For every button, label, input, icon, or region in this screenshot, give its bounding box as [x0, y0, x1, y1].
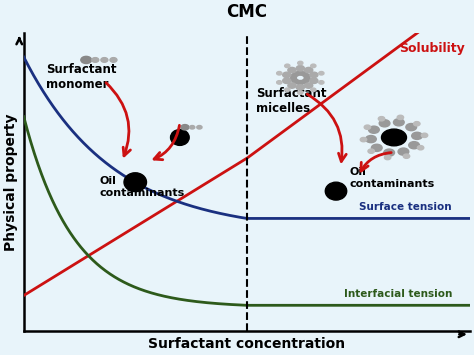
Circle shape — [277, 71, 282, 75]
Circle shape — [293, 80, 299, 84]
Circle shape — [285, 64, 290, 67]
Circle shape — [397, 115, 403, 120]
Circle shape — [311, 64, 316, 67]
Circle shape — [277, 81, 282, 84]
Circle shape — [310, 78, 318, 83]
Circle shape — [364, 125, 371, 129]
Circle shape — [92, 58, 99, 62]
Circle shape — [372, 144, 382, 152]
Circle shape — [311, 88, 316, 92]
Circle shape — [288, 67, 296, 73]
Circle shape — [360, 137, 367, 142]
Text: Surfactant
micelles: Surfactant micelles — [255, 87, 326, 115]
Circle shape — [297, 81, 303, 85]
Circle shape — [283, 78, 291, 83]
Circle shape — [368, 149, 374, 153]
Text: Interfacial tension: Interfacial tension — [344, 289, 452, 299]
Circle shape — [81, 56, 91, 64]
Text: Solubility: Solubility — [400, 42, 465, 55]
Ellipse shape — [124, 173, 146, 192]
Circle shape — [301, 72, 308, 76]
Circle shape — [369, 126, 379, 133]
Circle shape — [421, 133, 428, 137]
Circle shape — [291, 77, 297, 81]
Ellipse shape — [325, 182, 346, 200]
Circle shape — [393, 119, 404, 126]
Circle shape — [297, 71, 303, 75]
Circle shape — [305, 83, 313, 88]
Circle shape — [181, 125, 189, 130]
Circle shape — [296, 66, 304, 71]
Circle shape — [298, 91, 303, 94]
Circle shape — [298, 61, 303, 65]
X-axis label: Surfactant concentration: Surfactant concentration — [148, 337, 346, 351]
Circle shape — [291, 74, 297, 78]
Circle shape — [301, 80, 308, 84]
Circle shape — [384, 155, 391, 160]
Circle shape — [283, 72, 291, 78]
Circle shape — [285, 88, 290, 92]
Circle shape — [304, 74, 310, 78]
Circle shape — [197, 126, 202, 129]
Circle shape — [110, 58, 117, 62]
Circle shape — [319, 71, 324, 75]
Circle shape — [379, 120, 390, 127]
Circle shape — [305, 67, 313, 73]
Circle shape — [293, 72, 299, 76]
Ellipse shape — [171, 130, 189, 146]
Y-axis label: Physical property: Physical property — [4, 114, 18, 251]
Circle shape — [384, 149, 394, 156]
Circle shape — [403, 154, 410, 158]
Text: CMC: CMC — [226, 3, 267, 21]
Circle shape — [409, 142, 419, 149]
Circle shape — [190, 126, 195, 129]
Circle shape — [365, 136, 376, 143]
Text: Surface tension: Surface tension — [359, 202, 452, 213]
Circle shape — [414, 122, 420, 126]
Circle shape — [382, 129, 407, 146]
Circle shape — [398, 148, 409, 155]
Circle shape — [319, 81, 324, 84]
Circle shape — [101, 58, 108, 62]
Circle shape — [288, 83, 296, 88]
Circle shape — [412, 132, 422, 140]
Circle shape — [378, 116, 385, 121]
Circle shape — [310, 72, 318, 78]
Text: Surfactant
monomer: Surfactant monomer — [46, 63, 117, 91]
Circle shape — [296, 84, 304, 90]
Circle shape — [304, 77, 310, 81]
Circle shape — [418, 146, 424, 150]
Text: Oil
contaminants: Oil contaminants — [349, 167, 435, 189]
Circle shape — [406, 124, 417, 131]
Text: Oil
contaminants: Oil contaminants — [100, 176, 185, 198]
